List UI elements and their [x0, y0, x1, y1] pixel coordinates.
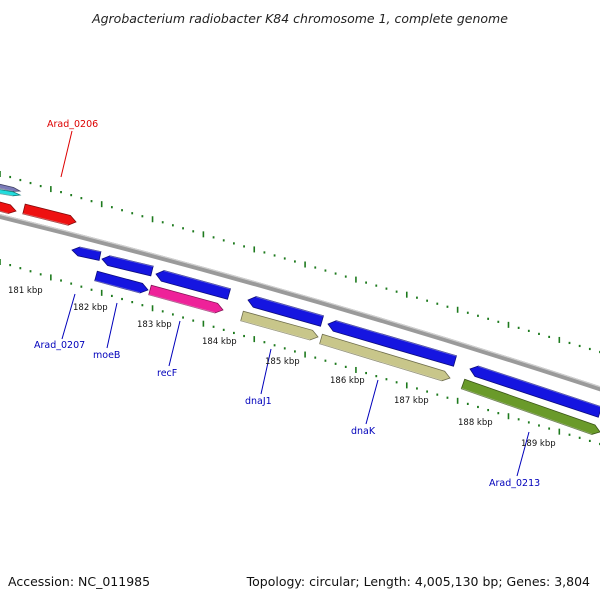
- kbp-label: 183 kbp: [137, 320, 172, 330]
- kbp-label: 188 kbp: [458, 418, 493, 428]
- gene-feature-reverse-1: [71, 246, 102, 261]
- gene-feature-red-partial: [0, 201, 17, 214]
- gene-label-dnak[interactable]: dnaK: [351, 426, 376, 437]
- kbp-label: 189 kbp: [521, 439, 556, 449]
- gene-feature-recF: [148, 284, 224, 314]
- gene-feature-reverse-4: [247, 296, 324, 327]
- label-leaders: [60, 130, 530, 477]
- gene-feature-dnaJ1-highlight: [240, 320, 311, 341]
- gene-feature-reverse-3: [155, 270, 231, 300]
- gene-feature-reverse-6: [469, 365, 600, 418]
- kbp-label: 182 kbp: [73, 303, 108, 313]
- gene-feature-grey-highlight: [0, 187, 13, 192]
- kbp-label: 184 kbp: [202, 337, 237, 347]
- gene-feature-cyan-highlight: [0, 193, 13, 197]
- leader-line: [60, 130, 73, 178]
- gene-feature-arad-0213-highlight: [461, 388, 592, 435]
- leader-line: [168, 320, 181, 367]
- kbp-label: 186 kbp: [330, 376, 365, 386]
- leader-line: [365, 379, 379, 425]
- gene-label-arad-0206[interactable]: Arad_0206: [47, 119, 98, 130]
- gene-feature-dnaK-highlight: [319, 343, 443, 381]
- kbp-label: 181 kbp: [8, 286, 43, 296]
- gene-label-arad-0213[interactable]: Arad_0213: [489, 478, 540, 489]
- leader-line: [516, 431, 530, 477]
- gene-feature-arad-0206-highlight: [22, 213, 69, 226]
- scale-ticks: [0, 171, 600, 446]
- gene-feature-moeB: [94, 270, 149, 294]
- leader-line: [260, 348, 272, 395]
- gene-label-recf[interactable]: recF: [157, 368, 177, 379]
- kbp-labels: 181 kbp 182 kbp 183 kbp 184 kbp 185 kbp 186 k…: [8, 286, 556, 449]
- gene-labels: Arad_0206 Arad_0207 moeB recF dnaJ1 dnaK Arad_…: [34, 119, 540, 489]
- kbp-label: 187 kbp: [394, 396, 429, 406]
- gene-feature-reverse-2-highlight: [109, 255, 154, 267]
- gene-feature-reverse-5: [327, 320, 457, 367]
- map-title: Agrobacterium radiobacter K84 chromosome…: [91, 11, 508, 26]
- gene-feature-cyan: [0, 189, 22, 197]
- kbp-label: 185 kbp: [265, 357, 300, 367]
- gene-features: [0, 183, 600, 435]
- gene-feature-dnaJ1: [240, 310, 319, 341]
- leader-line: [106, 302, 118, 349]
- gene-feature-arad-0213: [460, 378, 600, 435]
- gene-label-dnaj1[interactable]: dnaJ1: [245, 396, 272, 407]
- gene-feature-reverse-6-highlight: [478, 365, 600, 408]
- gene-feature-moeB-highlight: [94, 280, 141, 294]
- gene-feature-reverse-4-highlight: [256, 296, 324, 317]
- leader-line: [61, 293, 76, 340]
- chromosome-backbone: [0, 213, 600, 392]
- chromosome-backbone-highlight: [0, 213, 600, 388]
- gene-feature-red-partial-highlight: [0, 210, 9, 214]
- gene-feature-reverse-3-highlight: [163, 270, 231, 290]
- gene-feature-grey: [0, 183, 22, 192]
- gene-feature-dnaK: [319, 333, 451, 382]
- gene-feature-recF-highlight: [148, 294, 216, 314]
- gene-feature-arad-0206: [22, 203, 77, 226]
- gene-feature-reverse-1-highlight: [79, 246, 102, 253]
- gene-feature-reverse-5-highlight: [336, 320, 457, 357]
- gene-label-moeb[interactable]: moeB: [93, 350, 120, 361]
- accession-text: Accession: NC_011985: [8, 574, 150, 589]
- genome-summary-text: Topology: circular; Length: 4,005,130 bp…: [246, 574, 590, 589]
- gene-feature-reverse-2: [101, 255, 154, 277]
- gene-label-arad-0207[interactable]: Arad_0207: [34, 340, 85, 351]
